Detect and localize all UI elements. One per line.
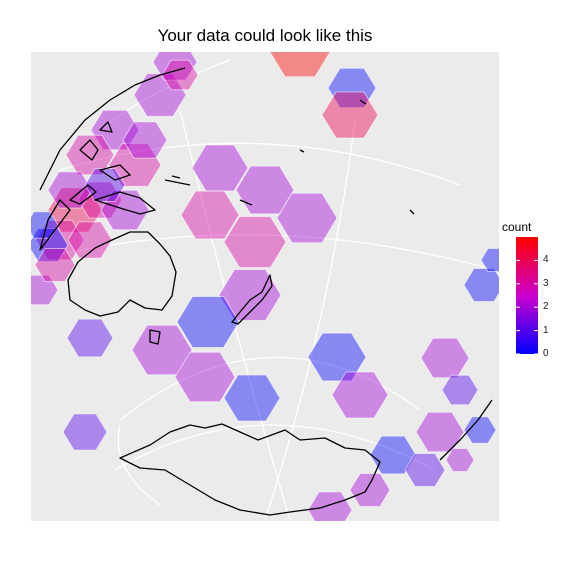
hex-cell	[218, 269, 282, 321]
hex-cell	[108, 143, 162, 187]
hex-cell	[180, 190, 240, 240]
graticule-line	[119, 356, 421, 421]
hex-cell	[34, 248, 76, 282]
hex-bins	[31, 52, 499, 521]
coastline-south-america-edge	[439, 399, 493, 461]
coastline-tasmania	[149, 329, 161, 345]
legend-colorbar	[516, 237, 538, 354]
graticule	[34, 59, 496, 521]
legend-tick-label: 2	[543, 301, 549, 313]
hex-cell	[66, 318, 114, 358]
legend-title: count	[502, 220, 532, 234]
coastline-antarctica	[119, 423, 381, 516]
hex-cell	[67, 221, 113, 259]
graticule-line	[264, 119, 356, 521]
hex-cell	[349, 473, 391, 507]
hex-cell	[62, 413, 108, 451]
hex-cell	[480, 248, 499, 272]
hex-cell	[441, 374, 479, 406]
hex-cell	[415, 411, 465, 453]
hex-cell	[327, 67, 377, 109]
panel-content	[31, 52, 499, 521]
hex-cell	[122, 121, 168, 159]
hex-cell	[369, 435, 417, 475]
hex-cell	[174, 351, 236, 403]
graticule-line	[117, 424, 161, 506]
chart-title: Your data could look like this	[157, 26, 373, 45]
coastline-australia	[67, 231, 177, 317]
hex-cell	[31, 274, 59, 306]
hex-cell	[276, 192, 338, 244]
hex-cell	[445, 448, 475, 472]
legend-tick-label: 4	[543, 254, 549, 266]
hex-cell	[191, 144, 249, 192]
hex-cell	[65, 134, 115, 176]
coastline-new-guinea	[94, 191, 156, 215]
hex-cell	[404, 453, 446, 487]
graticule-line	[114, 424, 436, 471]
hex-cell	[47, 171, 93, 209]
hex-cell	[420, 337, 470, 379]
hex-cell	[463, 416, 497, 444]
hex-cell	[131, 324, 193, 376]
hex-cell	[307, 332, 367, 382]
coastline-asia-edge	[39, 67, 186, 191]
hex-cell	[223, 374, 281, 422]
hex-cell	[152, 52, 198, 81]
hex-cell	[321, 91, 379, 139]
graticule-line	[99, 59, 231, 131]
hex-cell	[133, 73, 187, 117]
coastline-indonesia	[39, 164, 131, 251]
legend-tick-label: 3	[543, 277, 549, 289]
legend-tick-label: 0	[543, 348, 549, 359]
coastline-philippines	[79, 121, 113, 161]
hex-cell	[463, 268, 499, 302]
coastline-new-zealand	[231, 274, 273, 325]
hex-cell	[176, 296, 240, 348]
coastlines	[39, 67, 493, 516]
hex-cell	[331, 371, 389, 419]
hex-cell	[31, 228, 69, 262]
hex-cell	[31, 211, 59, 239]
coastline-pacific-islands	[164, 99, 415, 215]
legend-ticks	[516, 259, 538, 355]
hex-cell	[223, 216, 287, 268]
legend-tick-label: 1	[543, 324, 549, 336]
hex-cell	[90, 109, 140, 151]
hex-cell	[269, 52, 331, 78]
